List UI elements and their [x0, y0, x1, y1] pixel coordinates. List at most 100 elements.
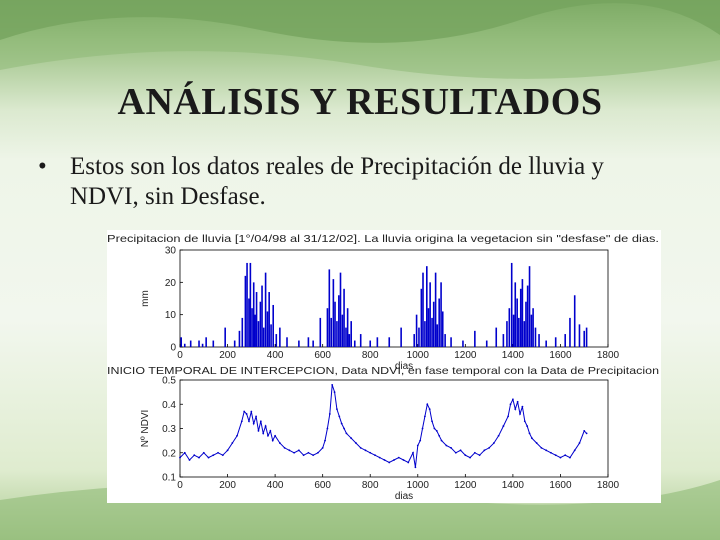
- ndvi-point: [340, 422, 343, 425]
- ndvi-point: [328, 413, 331, 415]
- x-tick-label: 1000: [407, 480, 430, 491]
- ndvi-line: [179, 384, 587, 468]
- ndvi-point: [497, 434, 500, 437]
- ndvi-point: [297, 449, 300, 452]
- ndvi-point: [324, 439, 326, 442]
- ndvi-point: [383, 459, 386, 461]
- ndvi-point: [445, 444, 448, 447]
- ndvi-point: [459, 449, 462, 452]
- y-tick-label: 0.1: [162, 473, 176, 484]
- ndvi-point: [528, 432, 531, 435]
- ndvi-point: [559, 456, 562, 459]
- y-tick-label: 0.5: [162, 376, 176, 387]
- ndvi-point: [359, 447, 362, 449]
- x-tick-label: 1400: [502, 350, 525, 361]
- ndvi-point: [454, 451, 457, 454]
- plot-area: [179, 249, 609, 348]
- ndvi-point: [421, 427, 424, 430]
- ndvi-point: [573, 449, 576, 452]
- y-tick-label: 30: [165, 246, 177, 257]
- x-axis-label: dias: [395, 491, 413, 502]
- x-tick-label: 1600: [549, 350, 572, 361]
- ndvi-point: [262, 432, 265, 435]
- x-tick-label: 200: [219, 480, 236, 491]
- ndvi-point: [198, 456, 200, 459]
- ndvi-point: [212, 454, 215, 457]
- ndvi-point: [433, 427, 436, 430]
- ndvi-point: [207, 456, 210, 459]
- ndvi-point: [326, 427, 329, 430]
- x-tick-label: 1600: [549, 480, 572, 491]
- ndvi-point: [450, 447, 452, 449]
- ndvi-point: [274, 434, 277, 437]
- ndvi-point: [583, 430, 586, 432]
- ndvi-point: [236, 434, 238, 437]
- ndvi-point: [307, 451, 310, 454]
- ndvi-point: [578, 442, 581, 444]
- ndvi-point: [511, 398, 514, 401]
- ndvi-point: [483, 449, 486, 452]
- ndvi-point: [202, 451, 205, 454]
- x-tick-label: 0: [177, 480, 183, 491]
- x-tick-label: 800: [362, 350, 379, 361]
- ndvi-point: [509, 403, 512, 406]
- ndvi-point: [293, 451, 296, 454]
- ndvi-point: [193, 454, 196, 457]
- y-tick-label: 10: [165, 310, 177, 321]
- x-tick-label: 1200: [454, 350, 477, 361]
- ndvi-point: [554, 454, 557, 457]
- ndvi-point: [545, 449, 548, 452]
- ndvi-point: [259, 420, 262, 423]
- ndvi-point: [338, 415, 341, 418]
- ndvi-point: [523, 420, 526, 423]
- ndvi-point: [550, 451, 552, 454]
- ndvi-point: [245, 413, 248, 415]
- ndvi-point: [283, 447, 286, 449]
- ndvi-point: [507, 415, 510, 418]
- ndvi-point: [492, 442, 495, 444]
- ndvi-point: [407, 461, 410, 464]
- x-tick-label: 0: [177, 350, 183, 361]
- ndvi-point: [317, 451, 319, 454]
- ndvi-point: [264, 425, 267, 427]
- x-tick-label: 1200: [454, 480, 477, 491]
- ndvi-point: [271, 439, 274, 442]
- y-tick-label: 0.2: [162, 448, 176, 459]
- ndvi-point: [519, 413, 521, 415]
- ndvi-point: [540, 447, 543, 449]
- x-axis-label: dias: [395, 361, 413, 372]
- ndvi-point: [435, 430, 438, 432]
- ndvi-point: [440, 439, 443, 442]
- ndvi-point: [243, 410, 246, 413]
- ndvi-point: [226, 449, 229, 452]
- ndvi-point: [438, 434, 441, 437]
- ndvi-point: [502, 425, 505, 427]
- x-tick-label: 1000: [407, 350, 430, 361]
- ndvi-point: [336, 408, 338, 410]
- ndvi-point: [369, 451, 372, 454]
- ndvi-point: [412, 451, 414, 454]
- ndvi-point: [402, 459, 405, 461]
- y-axis-label: Nº NDVI: [140, 410, 151, 448]
- ndvi-point: [414, 466, 417, 469]
- ndvi-point: [333, 391, 336, 394]
- slide-title: ANÁLISIS Y RESULTADOS: [117, 81, 603, 123]
- ndvi-point: [217, 451, 219, 454]
- ndvi-point: [478, 454, 481, 457]
- ndvi-point: [526, 425, 529, 427]
- ndvi-point: [250, 410, 253, 413]
- ndvi-point: [252, 422, 255, 425]
- bullet-text: Estos son los datos reales de Precipitac…: [70, 153, 604, 210]
- ndvi-point: [331, 383, 334, 386]
- ndvi-point: [248, 420, 250, 423]
- x-tick-label: 200: [219, 350, 236, 361]
- ndvi-point: [179, 456, 181, 459]
- ndvi-point: [343, 427, 345, 430]
- ndvi-point: [221, 454, 224, 457]
- ndvi-point: [364, 449, 367, 452]
- ndvi-point: [564, 454, 567, 457]
- ndvi-point: [378, 456, 381, 459]
- ndvi-point: [424, 415, 426, 418]
- y-tick-label: 0.4: [162, 400, 176, 411]
- chart-title: INICIO TEMPORAL DE INTERCEPCION, Data ND…: [107, 365, 659, 377]
